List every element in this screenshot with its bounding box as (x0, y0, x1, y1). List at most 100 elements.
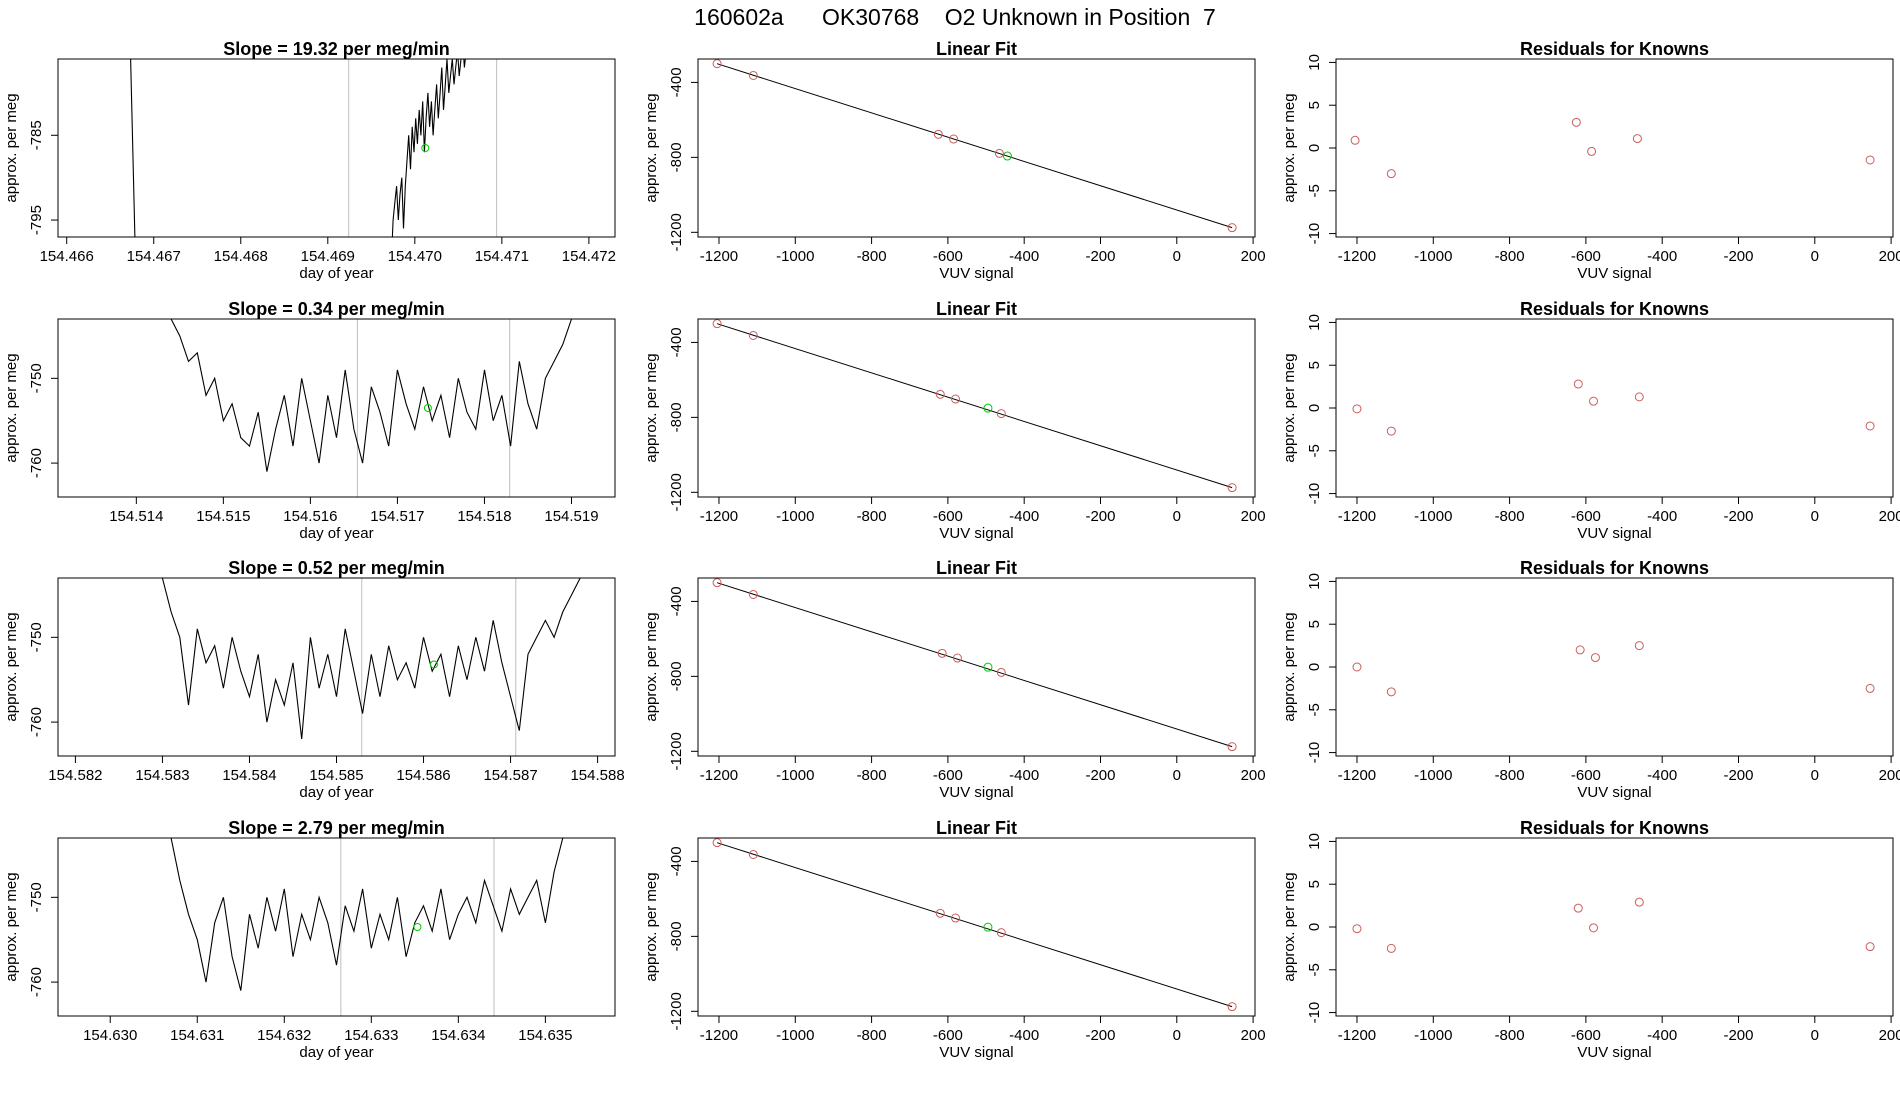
x-tick-label: -1000 (1414, 508, 1452, 525)
panel-title: Linear Fit (936, 818, 1017, 838)
residual-point (1352, 662, 1362, 672)
x-tick-label: -1000 (776, 1027, 814, 1044)
x-tick-label: -1000 (1414, 1027, 1452, 1044)
chart-panel-slope-row-3: Slope = 0.52 per meg/min 154.582 154.583 15… (3, 558, 625, 801)
fit-line (716, 842, 1233, 1008)
y-tick-label: -400 (668, 67, 685, 97)
known-point (748, 849, 758, 859)
y-axis-label: approx. per meg (3, 93, 20, 202)
x-tick-label: 154.519 (544, 508, 598, 525)
series-line (170, 838, 564, 991)
panel-title: Slope = 0.34 per meg/min (228, 299, 445, 319)
x-tick-label: 0 (1173, 1027, 1181, 1044)
residual-point (1865, 942, 1875, 952)
y-tick-label: -760 (28, 448, 45, 478)
residual-point (1573, 379, 1583, 389)
known-point (996, 928, 1006, 938)
x-tick-label: 154.631 (170, 1027, 224, 1044)
unknown-point (421, 144, 430, 152)
residual-point (1589, 396, 1599, 406)
x-tick-label: -800 (1495, 1027, 1525, 1044)
x-tick-label: -800 (857, 767, 887, 784)
series-line (391, 59, 466, 237)
x-tick-label: 154.585 (309, 767, 363, 784)
x-tick-label: -1000 (776, 508, 814, 525)
unknown-point (1002, 151, 1012, 161)
residual-point (1352, 404, 1362, 414)
y-tick-label: -400 (668, 327, 685, 357)
plot-frame (1335, 577, 1894, 757)
x-tick-label: 154.587 (483, 767, 537, 784)
panel-title: Slope = 0.52 per meg/min (228, 558, 445, 578)
x-axis-label: day of year (299, 784, 373, 801)
y-tick-label: -5 (1306, 184, 1323, 197)
known-point (712, 59, 722, 69)
y-tick-label: 5 (1306, 620, 1323, 628)
known-point (933, 129, 943, 139)
known-point (748, 589, 758, 599)
x-axis-label: VUV signal (1577, 1044, 1651, 1061)
y-tick-label: 0 (1306, 663, 1323, 671)
known-point (1227, 1002, 1237, 1012)
plot-area (1352, 641, 1875, 697)
fit-line (716, 582, 1233, 748)
unknown-point (429, 660, 438, 669)
y-axis-label: approx. per meg (1281, 872, 1298, 981)
known-point (748, 70, 758, 80)
residual-point (1589, 923, 1599, 933)
known-point (1227, 483, 1237, 493)
y-tick-label: -800 (668, 921, 685, 951)
residual-point (1575, 645, 1585, 655)
y-tick-label: -785 (28, 120, 45, 150)
x-tick-label: 0 (1811, 1027, 1819, 1044)
known-point (937, 648, 947, 658)
residual-point (1350, 135, 1360, 145)
plot-area (1352, 379, 1875, 436)
plot-frame (1335, 58, 1894, 238)
panel-title: Residuals for Knowns (1520, 299, 1709, 319)
plot-frame (1335, 318, 1894, 498)
known-point (1227, 742, 1237, 752)
x-tick-label: -600 (1571, 248, 1601, 265)
residual-point (1352, 924, 1362, 934)
x-tick-label: -400 (1009, 508, 1039, 525)
plot-area (712, 578, 1237, 752)
known-point (712, 838, 722, 848)
y-axis-label: approx. per meg (1281, 353, 1298, 462)
panel-title: Residuals for Knowns (1520, 39, 1709, 59)
x-tick-label: -1200 (1338, 508, 1376, 525)
plot-area (170, 319, 573, 497)
y-tick-label: -750 (28, 363, 45, 393)
known-point (994, 148, 1004, 158)
residual-point (1587, 146, 1597, 156)
residual-point (1634, 641, 1644, 651)
plot-area (712, 838, 1237, 1012)
known-point (712, 578, 722, 588)
y-tick-label: -1200 (668, 992, 685, 1030)
x-tick-label: 154.514 (109, 508, 163, 525)
known-point (1227, 223, 1237, 233)
y-tick-label: 10 (1306, 833, 1323, 850)
residual-point (1386, 426, 1396, 436)
x-tick-label: 0 (1173, 248, 1181, 265)
y-tick-label: 5 (1306, 880, 1323, 888)
x-tick-label: -800 (1495, 248, 1525, 265)
x-tick-label: -1200 (700, 1027, 738, 1044)
y-tick-label: -760 (28, 707, 45, 737)
x-tick-label: -1200 (1338, 767, 1376, 784)
x-tick-label: -600 (933, 248, 963, 265)
x-tick-label: -800 (1495, 508, 1525, 525)
y-tick-label: -10 (1306, 223, 1323, 245)
x-tick-label: 154.635 (518, 1027, 572, 1044)
x-tick-label: 200 (1879, 1027, 1900, 1044)
y-tick-label: 0 (1306, 404, 1323, 412)
x-tick-label: 154.583 (135, 767, 189, 784)
residual-point (1386, 943, 1396, 953)
plot-frame (697, 837, 1256, 1017)
panel-title: Linear Fit (936, 299, 1017, 319)
known-point (949, 134, 959, 144)
x-tick-label: 0 (1811, 767, 1819, 784)
residual-point (1634, 897, 1644, 907)
known-point (996, 667, 1006, 677)
